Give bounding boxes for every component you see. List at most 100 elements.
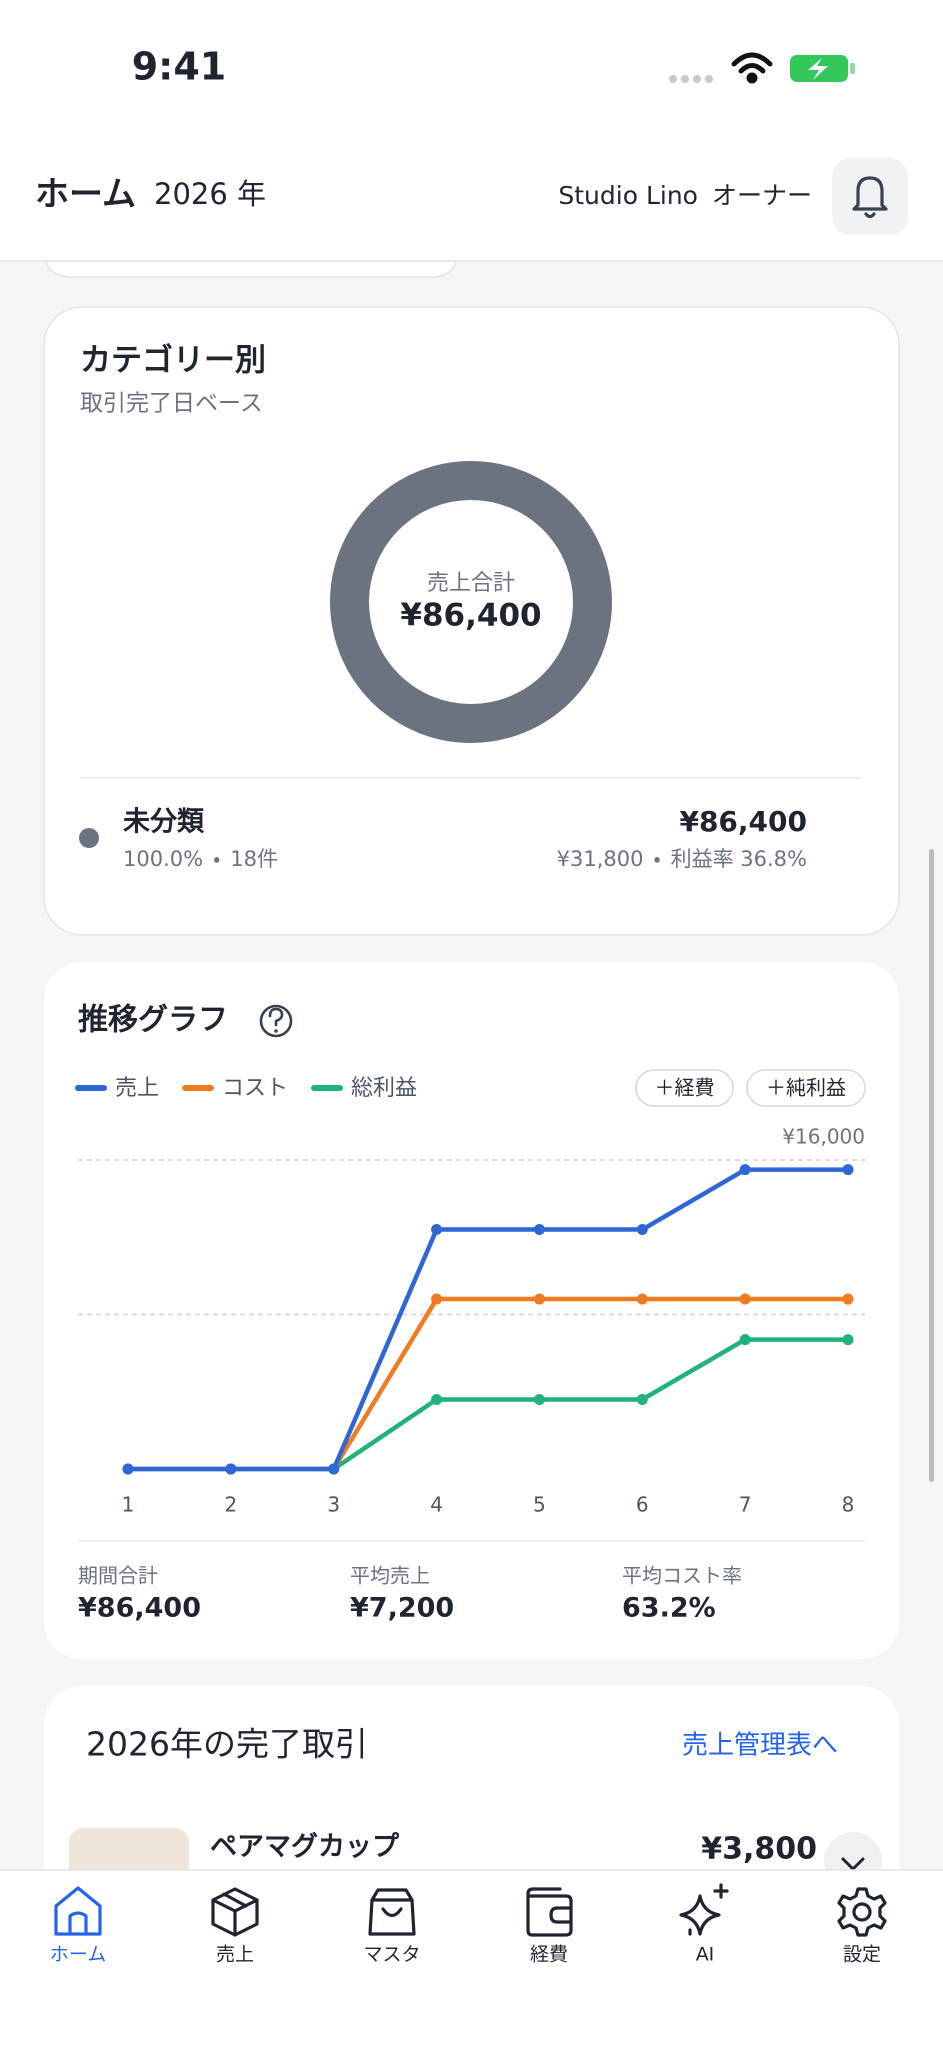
data-point bbox=[739, 1334, 751, 1346]
x-tick-label: 6 bbox=[636, 1493, 649, 1517]
toggle-label: ＋経費 bbox=[655, 1076, 715, 1100]
role: オーナー bbox=[712, 181, 812, 210]
data-point bbox=[431, 1224, 443, 1236]
tab-label: 売上 bbox=[216, 1944, 254, 1966]
tab-label: 経費 bbox=[530, 1944, 568, 1966]
summary-value: ¥7,200 bbox=[350, 1593, 454, 1624]
wifi-icon bbox=[731, 52, 773, 84]
line-chart: ¥16,000 1 2 3 4 5 6 7 8 売上 コスト 総利益 bbox=[75, 1076, 865, 1517]
data-point bbox=[739, 1293, 751, 1305]
notification-button[interactable] bbox=[832, 158, 908, 235]
legend-label: 売上 bbox=[115, 1076, 159, 1101]
item-amount: ¥3,800 bbox=[701, 1832, 817, 1867]
card-title: カテゴリー別 bbox=[80, 343, 266, 379]
year-label[interactable]: 2026 年 bbox=[154, 177, 266, 211]
legend-item[interactable]: 売上 bbox=[75, 1076, 159, 1101]
donut-center-label: 売上合計 bbox=[427, 571, 515, 596]
margin: 利益率 36.8% bbox=[671, 847, 807, 871]
toggle-expense[interactable]: ＋経費 bbox=[635, 1069, 734, 1107]
data-point bbox=[533, 1224, 545, 1236]
cost: ¥31,800 bbox=[557, 847, 644, 871]
tab-ai[interactable]: AI bbox=[679, 1883, 729, 1966]
legend-dot bbox=[79, 828, 99, 848]
data-point bbox=[225, 1463, 237, 1475]
data-point bbox=[431, 1293, 443, 1305]
card-subtitle: 取引完了日ベース bbox=[80, 391, 263, 417]
donut-segment bbox=[330, 461, 612, 743]
legend-item[interactable]: 総利益 bbox=[311, 1076, 417, 1101]
category-cost: ¥31,800 ・利益率 36.8% bbox=[557, 847, 807, 871]
data-point bbox=[842, 1293, 854, 1305]
x-tick-label: 8 bbox=[842, 1493, 855, 1517]
data-point bbox=[122, 1463, 134, 1475]
summary-label: 期間合計 bbox=[78, 1564, 158, 1588]
data-point bbox=[636, 1224, 648, 1236]
category-amount: ¥86,400 bbox=[679, 805, 807, 838]
item-name: ペアマグカップ bbox=[210, 1831, 400, 1863]
x-tick-label: 2 bbox=[224, 1493, 237, 1517]
x-tick-label: 7 bbox=[739, 1493, 752, 1517]
tab-label: AI bbox=[696, 1944, 715, 1966]
x-tick-label: 3 bbox=[327, 1493, 340, 1517]
signal-icon bbox=[669, 75, 713, 83]
x-tick-label: 5 bbox=[533, 1493, 546, 1517]
legend-item[interactable]: コスト bbox=[182, 1076, 288, 1101]
legend-label: 総利益 bbox=[351, 1076, 417, 1101]
separator: ・ bbox=[653, 847, 660, 871]
chevron bbox=[841, 1857, 865, 1871]
tab-bar bbox=[0, 1870, 943, 2049]
tab-settings[interactable]: 設定 bbox=[837, 1887, 887, 1966]
category-row[interactable]: 未分類 100.0% ・ 18件 ¥86,400 ¥31,800 ・利益率 36.8% bbox=[79, 805, 807, 871]
tab-label: 設定 bbox=[843, 1944, 881, 1966]
summary: 期間合計 ¥86,400 平均売上 ¥7,200 平均コスト率 63.2% bbox=[78, 1564, 742, 1624]
tab-label: マスタ bbox=[363, 1944, 420, 1966]
donut-center-value: ¥86,400 bbox=[400, 598, 541, 634]
y-tick-label: ¥16,000 bbox=[782, 1125, 865, 1149]
scrollbar bbox=[929, 849, 934, 1482]
sales-link[interactable]: 売上管理表へ bbox=[682, 1731, 838, 1761]
separator: ・ bbox=[213, 847, 220, 871]
donut-chart bbox=[330, 461, 612, 743]
card-title: 推移グラフ bbox=[78, 1003, 228, 1038]
help-icon[interactable] bbox=[259, 1004, 293, 1038]
tab-expense[interactable]: 経費 bbox=[526, 1887, 573, 1966]
summary-value: ¥86,400 bbox=[78, 1593, 201, 1624]
data-point bbox=[739, 1164, 751, 1176]
toggle-label: ＋純利益 bbox=[766, 1076, 846, 1100]
series-line bbox=[128, 1167, 848, 1472]
data-point bbox=[636, 1393, 648, 1405]
trend-card bbox=[44, 962, 899, 1659]
data-point bbox=[328, 1463, 340, 1475]
count: 18件 bbox=[230, 847, 278, 871]
workspace-name: Studio Lino bbox=[558, 181, 698, 210]
tab-master[interactable]: マスタ bbox=[363, 1888, 421, 1966]
card-title: 2026年の完了取引 bbox=[86, 1725, 368, 1764]
toggle-net-profit[interactable]: ＋純利益 bbox=[746, 1069, 866, 1107]
legend-label: コスト bbox=[222, 1076, 288, 1101]
data-point bbox=[533, 1293, 545, 1305]
tab-sales[interactable]: 売上 bbox=[211, 1887, 259, 1966]
data-point bbox=[431, 1393, 443, 1405]
summary-label: 平均コスト率 bbox=[622, 1564, 742, 1588]
category-name: 未分類 bbox=[123, 807, 205, 838]
tab-home[interactable]: ホーム bbox=[50, 1886, 106, 1966]
battery-icon bbox=[790, 55, 855, 82]
data-point bbox=[842, 1334, 854, 1346]
summary-label: 平均売上 bbox=[350, 1564, 430, 1588]
previous-card bbox=[45, 261, 457, 278]
page-title: ホーム bbox=[35, 175, 136, 215]
data-point bbox=[636, 1293, 648, 1305]
data-point bbox=[533, 1393, 545, 1405]
workspace-label: Studio Lino オーナー bbox=[558, 181, 812, 210]
data-point bbox=[842, 1164, 854, 1176]
summary-value: 63.2% bbox=[622, 1593, 716, 1624]
x-tick-label: 1 bbox=[122, 1493, 135, 1517]
header-bg bbox=[0, 0, 943, 261]
share: 100.0% bbox=[123, 847, 203, 871]
status-time: 9:41 bbox=[132, 45, 227, 89]
category-share: 100.0% ・ 18件 bbox=[123, 847, 278, 871]
tab-label: ホーム bbox=[50, 1944, 106, 1966]
x-tick-label: 4 bbox=[430, 1493, 443, 1517]
